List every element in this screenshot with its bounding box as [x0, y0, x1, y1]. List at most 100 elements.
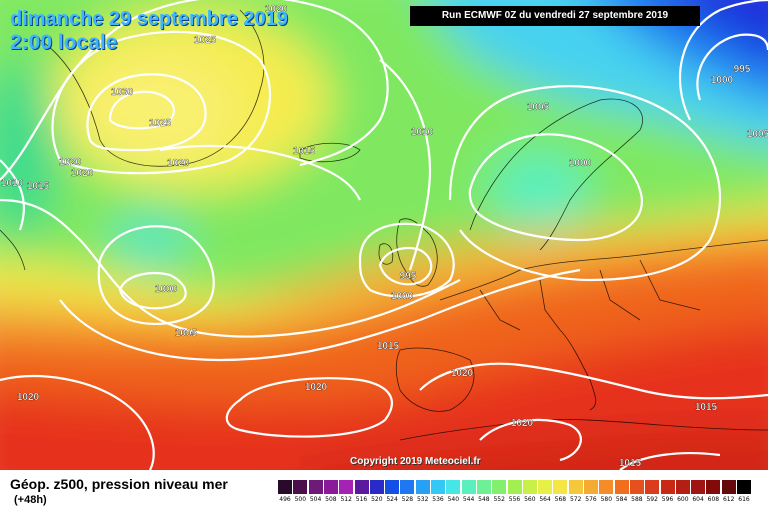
legend-swatch — [507, 480, 522, 494]
legend-swatch — [492, 480, 507, 494]
legend-swatch — [737, 480, 751, 494]
legend-level-label: 568 — [554, 496, 567, 503]
isobar-label: 1020 — [305, 382, 328, 393]
isobar-label: 1020 — [451, 368, 474, 379]
legend-level-label: 556 — [508, 496, 521, 503]
legend-level-label: 560 — [524, 496, 536, 503]
legend-swatch — [721, 480, 736, 494]
legend-level-label: 584 — [615, 496, 628, 503]
isobar-label: 1025 — [194, 35, 217, 46]
isobar-label: 1020 — [265, 4, 288, 15]
legend-swatch — [629, 480, 644, 494]
isobar-label: 1020 — [511, 418, 534, 429]
legend-level-label: 544 — [462, 496, 475, 503]
legend-level-label: 520 — [371, 496, 383, 503]
legend-level-label: 500 — [294, 496, 307, 503]
legend-swatch — [675, 480, 690, 494]
legend-swatch — [691, 480, 706, 494]
legend-swatch — [308, 480, 323, 494]
isobar-label: 1005 — [747, 129, 768, 140]
legend-level-label: 564 — [539, 496, 551, 503]
legend-level-label: 504 — [309, 496, 322, 503]
legend-level-label: 580 — [600, 496, 613, 503]
legend-swatch — [293, 480, 308, 494]
legend-swatch — [369, 480, 384, 494]
geopotential-color-field — [0, 0, 768, 470]
legend-level-label: 608 — [707, 496, 720, 503]
legend-level-label: 528 — [401, 496, 414, 503]
isobar-label: 1025 — [149, 118, 172, 129]
isobar-label: 995 — [400, 271, 417, 282]
isobar-label: 1020 — [167, 158, 190, 169]
footer: Géop. z500, pression niveau mer (+48h) 4… — [0, 470, 768, 512]
legend-level-label: 508 — [325, 496, 337, 503]
field-title: Géop. z500, pression niveau mer — [10, 476, 228, 492]
legend-swatch — [660, 480, 675, 494]
legend-swatch — [446, 480, 461, 494]
legend-swatch — [278, 480, 292, 494]
isobar-label: 1020 — [17, 392, 40, 403]
lead-time: (+48h) — [14, 494, 47, 506]
legend-level-label: 516 — [355, 496, 368, 503]
isobar-lines — [0, 0, 768, 470]
isobar-label: 1005 — [175, 328, 198, 339]
legend-level-label: 604 — [692, 496, 704, 503]
legend-level-label: 512 — [340, 496, 352, 503]
legend-level-label: 548 — [478, 496, 490, 503]
legend-level-label: 540 — [447, 496, 460, 503]
legend-level-label: 600 — [677, 496, 689, 503]
legend-level-label: 592 — [646, 496, 658, 503]
legend-swatch — [599, 480, 614, 494]
isobar-label: 1000 — [711, 75, 734, 86]
legend-swatch — [522, 480, 537, 494]
isobar-label: 1010 — [1, 178, 24, 189]
isobar-label: 1015 — [695, 402, 718, 413]
map-time: 2:00 locale — [10, 31, 118, 54]
isobar-label: 1015 — [619, 458, 642, 469]
isobar-label: 1015 — [377, 341, 400, 352]
isobar-label: 1005 — [527, 102, 550, 113]
isobar-label: 1015 — [27, 181, 50, 192]
legend-swatch — [568, 480, 583, 494]
legend-swatch — [706, 480, 721, 494]
isobar-label: 1010 — [411, 127, 434, 138]
isobar-label: 1015 — [293, 146, 316, 157]
legend-level-label: 588 — [631, 496, 643, 503]
legend-swatch — [476, 480, 491, 494]
legend-swatch — [614, 480, 629, 494]
legend-level-label: 572 — [569, 496, 582, 503]
legend-level-label: 616 — [738, 496, 750, 503]
legend-swatch — [400, 480, 415, 494]
legend-level-label: 524 — [386, 496, 398, 503]
legend-swatch — [461, 480, 476, 494]
legend-level-label: 576 — [585, 496, 597, 503]
isobar-label: 1020 — [71, 168, 94, 179]
map-title: dimanche 29 septembre 2019 — [10, 8, 288, 30]
legend-swatch — [385, 480, 400, 494]
legend-swatch — [553, 480, 568, 494]
isobar-label: 995 — [734, 64, 751, 75]
isobar-label: 1000 — [569, 158, 592, 169]
legend-level-label: 532 — [416, 496, 429, 503]
legend-level-label: 596 — [661, 496, 674, 503]
legend-level-label: 552 — [493, 496, 505, 503]
legend-swatch — [354, 480, 369, 494]
legend-swatch — [415, 480, 430, 494]
legend-swatch — [645, 480, 660, 494]
legend-swatch — [584, 480, 598, 494]
isobar-label: 1030 — [111, 87, 134, 98]
legend-swatch — [538, 480, 553, 494]
legend-level-label: 496 — [279, 496, 291, 503]
legend-level-label: 536 — [432, 496, 444, 503]
isobar-label: 1000 — [391, 291, 414, 302]
legend-swatch — [323, 480, 338, 494]
copyright: Copyright 2019 Meteociel.fr — [350, 456, 481, 467]
legend-swatch — [431, 480, 445, 494]
legend-level-label: 612 — [722, 496, 735, 503]
isobar-label: 1000 — [155, 284, 178, 295]
legend-swatch — [339, 480, 354, 494]
run-info-box: Run ECMWF 0Z du vendredi 27 septembre 20… — [410, 6, 700, 26]
